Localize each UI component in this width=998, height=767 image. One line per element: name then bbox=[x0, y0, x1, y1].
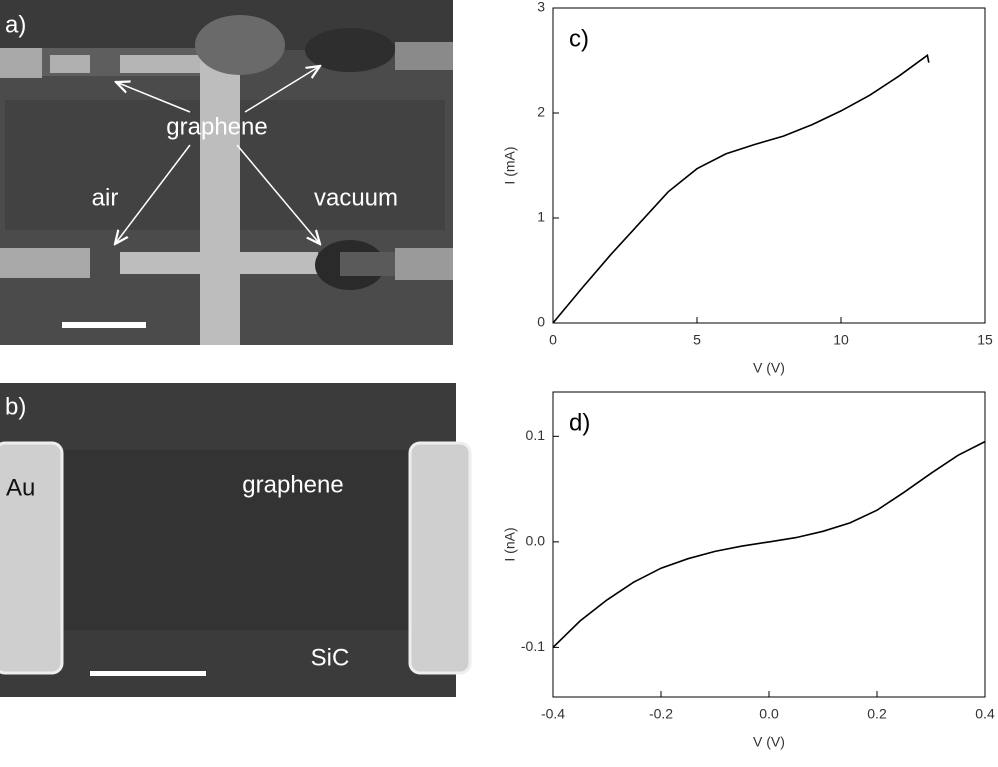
x-tick-label: -0.2 bbox=[649, 706, 673, 722]
x-tick-label: 0.0 bbox=[759, 706, 779, 722]
x-tick-label: 5 bbox=[693, 332, 701, 348]
y-tick-label: -0.1 bbox=[521, 638, 545, 654]
image-label: SiC bbox=[311, 644, 350, 671]
sem-image-a bbox=[0, 0, 453, 345]
x-tick-label: 0 bbox=[549, 332, 557, 348]
image-label: Au bbox=[6, 474, 35, 501]
iv-curve bbox=[552, 440, 986, 648]
x-axis-label: V (V) bbox=[753, 360, 785, 376]
plot-frame bbox=[552, 391, 986, 698]
panel-label: c) bbox=[569, 25, 589, 52]
y-tick-label: 1 bbox=[537, 209, 545, 225]
y-tick-label: 0.1 bbox=[526, 427, 546, 443]
x-axis-label: V (V) bbox=[753, 734, 785, 750]
sem-image-b bbox=[0, 383, 472, 697]
x-tick-label: 15 bbox=[977, 332, 993, 348]
y-axis-label: I (nA) bbox=[502, 527, 518, 561]
x-tick-label: 0.2 bbox=[867, 706, 887, 722]
y-tick-label: 2 bbox=[537, 104, 545, 120]
y-tick-label: 3 bbox=[537, 0, 545, 15]
iv-curve bbox=[552, 53, 930, 324]
y-tick-label: 0.0 bbox=[526, 533, 546, 549]
x-tick-label: 0.4 bbox=[975, 706, 995, 722]
x-tick-label: 10 bbox=[833, 332, 849, 348]
x-tick-label: -0.4 bbox=[541, 706, 565, 722]
panel-label: a) bbox=[5, 11, 26, 38]
image-label: graphene bbox=[166, 113, 267, 140]
plot-frame bbox=[552, 7, 986, 324]
panel-label: b) bbox=[5, 393, 26, 420]
y-tick-label: 0 bbox=[537, 314, 545, 330]
image-label: vacuum bbox=[314, 184, 398, 211]
y-axis-label: I (mA) bbox=[502, 146, 518, 184]
panel-label: d) bbox=[569, 409, 590, 436]
image-label: air bbox=[92, 184, 119, 211]
image-label: graphene bbox=[242, 471, 343, 498]
